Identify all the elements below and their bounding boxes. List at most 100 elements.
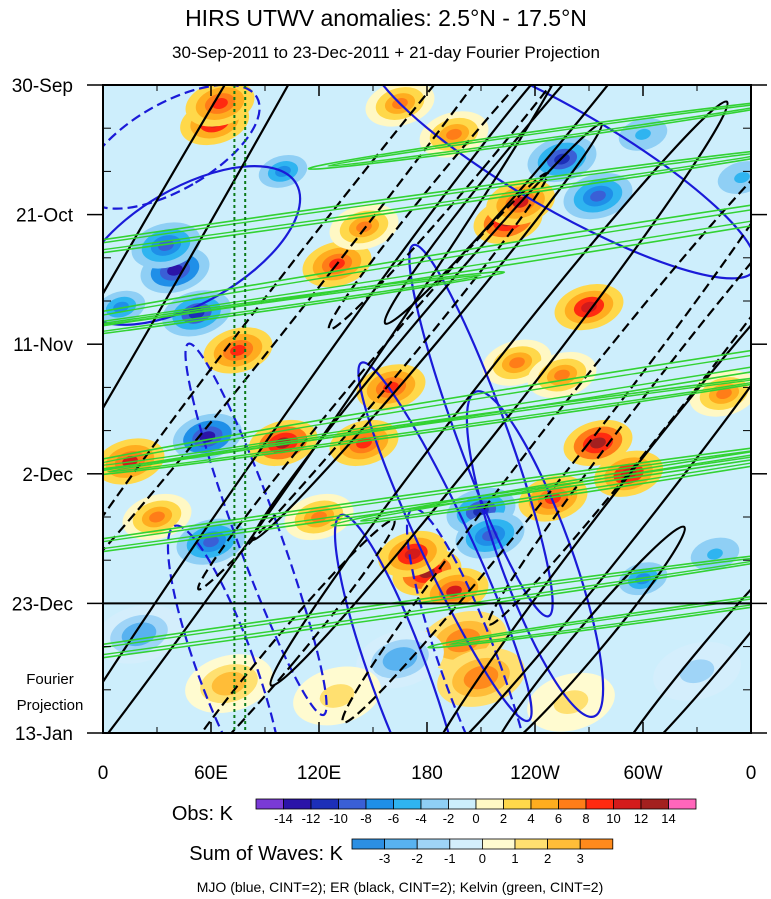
obs-colorbar-swatch-15 bbox=[668, 798, 697, 810]
anomaly-blob-25-level-3 bbox=[545, 493, 561, 504]
kelvin-contour-30 bbox=[330, 408, 751, 527]
waves-colorbar-label: Sum of Waves: K bbox=[189, 843, 343, 865]
anomaly-blob-11-level-3 bbox=[158, 239, 174, 251]
obs-colorbar-tick-label-4: -6 bbox=[388, 811, 400, 826]
waves-colorbar-swatch-0 bbox=[351, 838, 385, 850]
waves-colorbar-swatch-3 bbox=[449, 838, 483, 850]
obs-colorbar-swatch-9 bbox=[503, 798, 532, 810]
x-tick-label-3: 180 bbox=[411, 763, 443, 784]
obs-colorbar-tick-label-3: -8 bbox=[360, 811, 372, 826]
waves-colorbar-tick-label-5: 2 bbox=[544, 851, 551, 866]
anomaly-blob-31-level-3 bbox=[404, 548, 421, 560]
anomaly-blob-13-level-3 bbox=[356, 221, 372, 233]
obs-colorbar-tick-label-5: -4 bbox=[415, 811, 427, 826]
obs-colorbar-tick-label-6: -2 bbox=[443, 811, 455, 826]
obs-colorbar-tick-label-2: -10 bbox=[329, 811, 348, 826]
obs-colorbar: -14 -12 -10 -8 -6 -4 -2 0 2 4 6 8 10 12 14 bbox=[255, 798, 697, 826]
obs-colorbar-swatch-2 bbox=[310, 798, 339, 810]
obs-colorbar-tick-label-10: 6 bbox=[555, 811, 562, 826]
obs-colorbar-swatch-7 bbox=[448, 798, 477, 810]
er-contour-10 bbox=[103, 85, 515, 733]
x-tick-label-6: 0 bbox=[746, 763, 757, 784]
waves-colorbar-swatch-1 bbox=[384, 838, 418, 850]
kelvin-contour-29 bbox=[103, 371, 751, 478]
anomaly-blob-41-level-2 bbox=[463, 665, 499, 690]
anomaly-blob-42-level-2 bbox=[382, 647, 418, 671]
mjo-contour-9 bbox=[465, 390, 605, 718]
obs-colorbar-tick-label-8: 2 bbox=[500, 811, 507, 826]
obs-colorbar-swatch-1 bbox=[283, 798, 312, 810]
kelvin-contour-inner-26 bbox=[103, 295, 751, 468]
kelvin-contour-inner-28 bbox=[103, 554, 751, 690]
kelvin-contour-inner-33 bbox=[448, 573, 751, 646]
obs-colorbar-tick-label-0: -14 bbox=[274, 811, 293, 826]
waves-colorbar-tick-label-3: 0 bbox=[479, 851, 486, 866]
anomaly-blob-34-level-3 bbox=[707, 548, 723, 560]
obs-colorbar-swatch-3 bbox=[338, 798, 367, 810]
kelvin-contour-inner-25 bbox=[103, 150, 751, 279]
er-contour-18 bbox=[327, 85, 617, 331]
mjo-contour-7 bbox=[405, 507, 539, 733]
anomaly-blob-5-level-3 bbox=[590, 190, 606, 202]
chart-subtitle: 30-Sep-2011 to 23-Dec-2011 + 21-day Four… bbox=[172, 43, 600, 62]
anomaly-blob-46-level-2 bbox=[679, 659, 715, 684]
er-contour-17 bbox=[383, 85, 705, 325]
waves-colorbar-swatch-7 bbox=[579, 838, 614, 850]
anomaly-blob-44-level-2 bbox=[319, 684, 355, 708]
kelvin-contour-32 bbox=[307, 98, 751, 170]
kelvin-contour-25 bbox=[103, 144, 751, 285]
kelvin-contour-26 bbox=[103, 287, 751, 476]
anomaly-blob-37-level-3 bbox=[716, 388, 732, 400]
anomaly-blob-3-level-3 bbox=[446, 128, 462, 140]
obs-colorbar-label: Obs: K bbox=[172, 803, 234, 825]
obs-colorbar-swatch-10 bbox=[530, 798, 559, 810]
x-tick-label-1: 60E bbox=[194, 763, 228, 784]
obs-colorbar-tick-label-13: 12 bbox=[634, 811, 648, 826]
anomaly-blob-35-level-3 bbox=[149, 511, 165, 523]
obs-colorbar-tick-label-11: 8 bbox=[582, 811, 589, 826]
obs-colorbar-tick-label-1: -12 bbox=[302, 811, 321, 826]
y-tick-label-1: 21-Oct bbox=[16, 206, 74, 227]
obs-colorbar-swatch-4 bbox=[365, 798, 394, 810]
projection-label-fourier: Fourier bbox=[26, 671, 74, 688]
x-tick-label-4: 120W bbox=[510, 763, 560, 784]
kelvin-contour-inner-32 bbox=[327, 101, 751, 167]
anomaly-blob-9-level-3 bbox=[167, 264, 183, 276]
er-contour-21 bbox=[602, 518, 751, 733]
obs-colorbar-swatch-0 bbox=[255, 798, 284, 810]
anomaly-blob-15-level-3 bbox=[230, 344, 246, 356]
waves-colorbar-tick-label-6: 3 bbox=[577, 851, 584, 866]
x-tick-label-0: 0 bbox=[98, 763, 109, 784]
y-tick-label-4: 23-Dec bbox=[12, 594, 73, 615]
y-tick-label-0: 30-Sep bbox=[12, 76, 73, 97]
projection-label-projection: Projection bbox=[17, 697, 84, 714]
obs-colorbar-swatch-13 bbox=[613, 798, 642, 810]
kelvin-contour-31 bbox=[103, 270, 506, 356]
anomaly-blob-17-level-3 bbox=[509, 357, 525, 369]
obs-colorbar-tick-label-12: 10 bbox=[606, 811, 620, 826]
anomaly-blob-43-level-2 bbox=[211, 671, 247, 696]
axes: 0 60E 120E 180 120W 60W 0 30-Sep 21-Oct 11-Nov 2-D… bbox=[12, 76, 767, 784]
kelvin-contour-28 bbox=[103, 548, 751, 696]
waves-colorbar-tick-label-0: -3 bbox=[379, 851, 391, 866]
waves-colorbar-swatch-4 bbox=[481, 838, 516, 850]
er-contour-20 bbox=[197, 171, 549, 591]
obs-colorbar-swatch-5 bbox=[393, 798, 422, 810]
obs-colorbar-swatch-6 bbox=[420, 798, 449, 810]
waves-colorbar-tick-label-4: 1 bbox=[511, 851, 518, 866]
anomaly-blob-18-level-3 bbox=[554, 369, 570, 381]
kelvin-contour-inner-27 bbox=[103, 424, 751, 585]
x-tick-label-2: 120E bbox=[297, 763, 341, 784]
obs-colorbar-swatch-14 bbox=[640, 798, 669, 810]
waves-colorbar-tick-label-2: -1 bbox=[444, 851, 456, 866]
mjo-contour-8 bbox=[166, 524, 284, 733]
y-tick-label-2: 11-Nov bbox=[13, 335, 73, 356]
anomaly-blob-23-level-3 bbox=[590, 437, 606, 449]
y-tick-label-5: 13-Jan bbox=[15, 724, 73, 745]
mjo-contour-2 bbox=[103, 85, 261, 210]
chart-title: HIRS UTWV anomalies: 2.5°N - 17.5°N bbox=[185, 5, 587, 31]
anomaly-blob-36-level-3 bbox=[734, 172, 750, 184]
